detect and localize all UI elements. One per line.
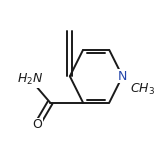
Text: O: O: [32, 118, 42, 131]
Text: N: N: [118, 70, 127, 83]
Text: $H_2N$: $H_2N$: [17, 72, 44, 87]
Text: $CH_3$: $CH_3$: [130, 82, 155, 97]
